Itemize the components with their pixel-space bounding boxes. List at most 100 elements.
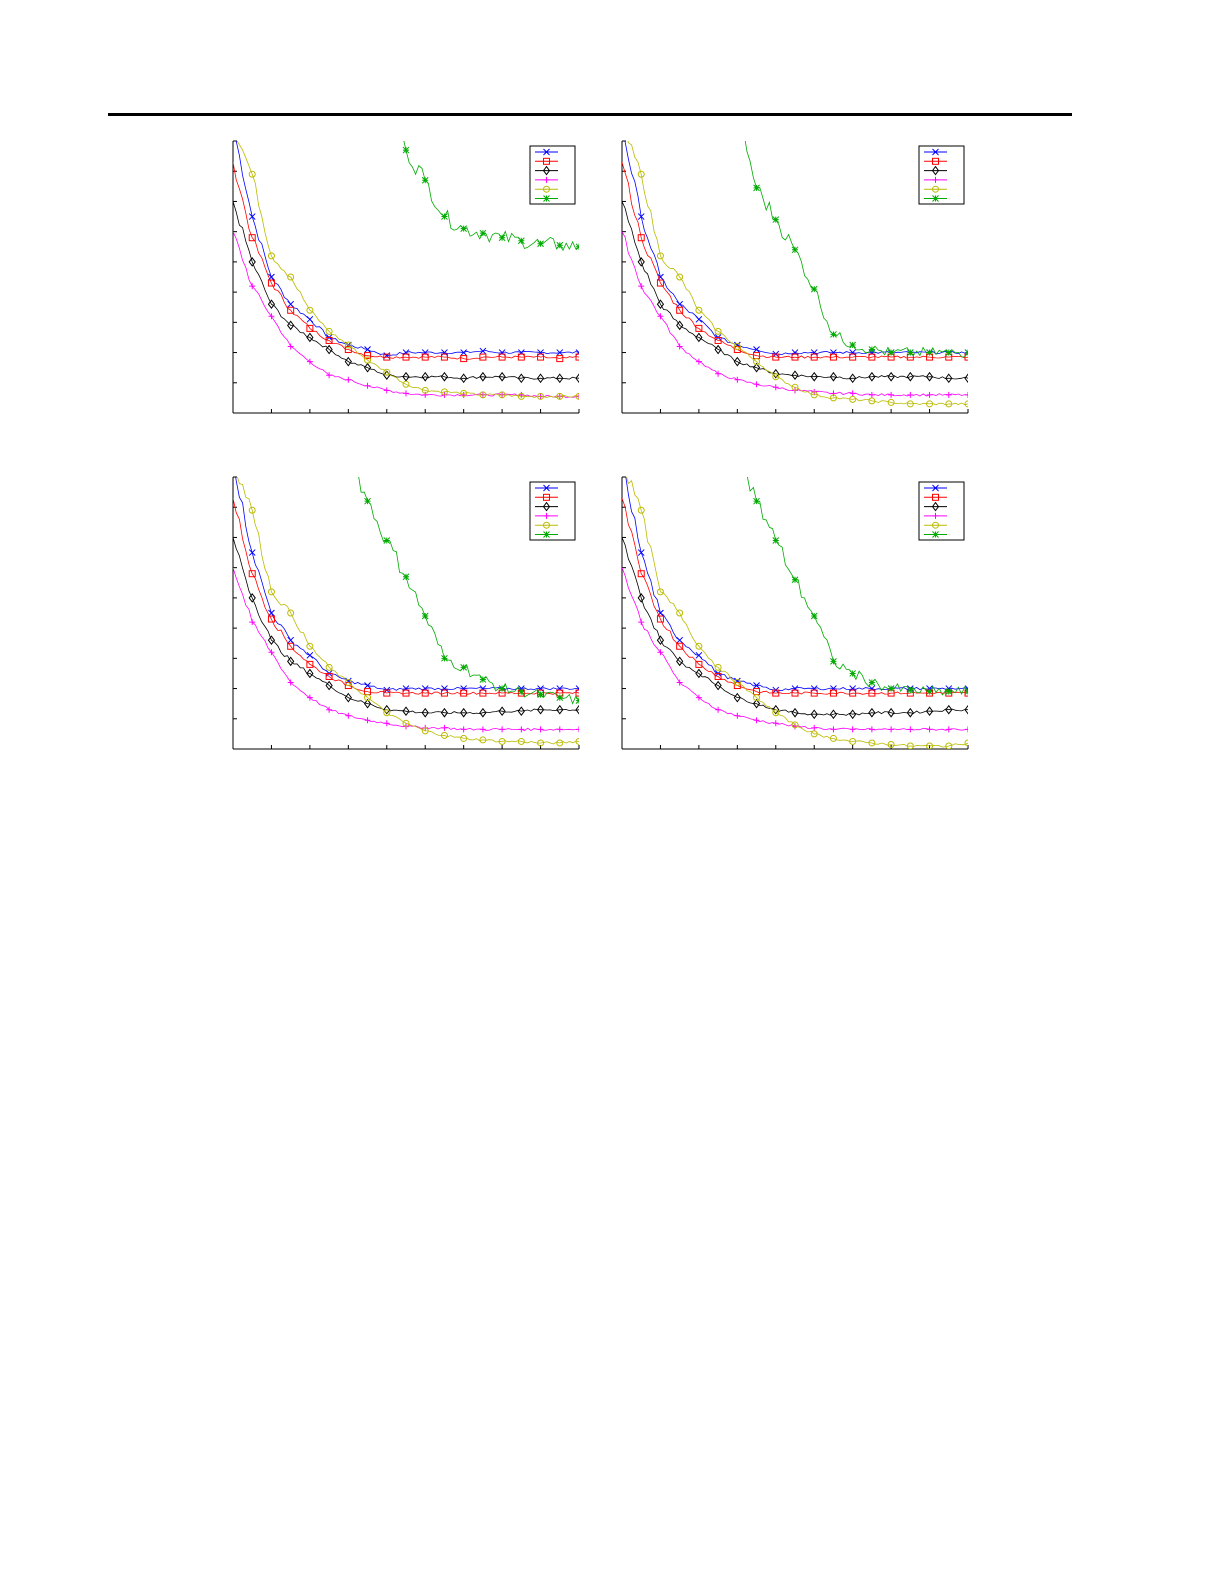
legend-marker (932, 493, 939, 501)
data-point (479, 391, 487, 399)
data-point (537, 726, 544, 733)
data-point (576, 393, 579, 400)
series-line (233, 498, 579, 695)
data-point (556, 373, 564, 384)
data-point (421, 689, 429, 697)
data-point (402, 353, 410, 361)
data-point (498, 371, 506, 382)
data-point (714, 672, 722, 680)
series-line (627, 141, 968, 406)
series-6 (402, 141, 579, 252)
data-point (479, 726, 486, 733)
data-point (364, 382, 371, 389)
data-point (791, 721, 799, 729)
data-point (926, 742, 934, 749)
legend-box (918, 481, 965, 541)
legend-item (535, 493, 558, 501)
data-point (926, 688, 933, 695)
data-point (926, 400, 934, 408)
legend-item (924, 531, 947, 538)
data-point (363, 698, 372, 709)
data-point (906, 707, 914, 718)
data-point (421, 707, 429, 718)
data-point (575, 704, 579, 715)
legend-box (529, 145, 576, 205)
data-point (656, 252, 664, 260)
data-point (714, 663, 722, 671)
data-point (656, 615, 664, 623)
data-point (287, 300, 295, 308)
data-point (676, 343, 683, 350)
data-point (518, 726, 525, 733)
data-point (811, 724, 818, 731)
data-point (306, 315, 314, 323)
legend (529, 481, 576, 541)
data-point (460, 389, 468, 397)
data-point (325, 327, 333, 335)
data-point (714, 336, 722, 344)
series-6 (744, 141, 968, 358)
data-point (906, 349, 914, 356)
data-point (868, 739, 876, 747)
data-point (517, 392, 525, 400)
series-line (233, 201, 579, 380)
data-point (945, 688, 953, 695)
data-point (772, 353, 780, 361)
data-point (383, 709, 391, 717)
data-point (517, 688, 525, 695)
data-point (267, 279, 275, 287)
data-point (887, 707, 895, 718)
data-point (965, 391, 968, 398)
data-point (752, 362, 761, 373)
data-point (715, 370, 722, 377)
data-point (267, 615, 275, 623)
data-point (772, 537, 780, 544)
data-point (498, 706, 506, 717)
data-point (810, 689, 818, 697)
series-line (233, 567, 579, 731)
data-point (479, 353, 487, 361)
data-point (537, 353, 545, 361)
data-point (517, 349, 525, 356)
legend-marker (932, 521, 939, 529)
data-point (421, 685, 429, 692)
data-point (695, 694, 702, 701)
series-6 (358, 477, 579, 705)
data-point (810, 285, 818, 293)
data-point (772, 720, 779, 727)
data-point (556, 694, 564, 701)
data-point (363, 362, 372, 373)
data-point (287, 320, 295, 331)
data-point (344, 692, 352, 703)
data-point (575, 353, 579, 361)
data-point (637, 549, 645, 556)
data-point (695, 324, 703, 332)
series-line (622, 498, 968, 695)
data-point (479, 736, 487, 744)
data-point (638, 283, 645, 290)
data-point (460, 391, 467, 398)
data-point (326, 706, 333, 713)
data-point (498, 685, 506, 692)
data-point (695, 660, 703, 668)
plot-area (622, 141, 968, 408)
data-point (887, 740, 895, 748)
data-point (383, 704, 391, 715)
data-point (868, 391, 875, 398)
series-5 (627, 141, 968, 408)
data-point (267, 299, 276, 310)
data-point (906, 686, 914, 694)
data-point (440, 371, 449, 382)
series-4 (233, 567, 579, 733)
legend-item (924, 493, 947, 501)
data-point (287, 636, 295, 644)
data-point (849, 395, 857, 403)
data-point (364, 717, 371, 724)
data-point (964, 373, 968, 384)
data-point (248, 506, 256, 514)
data-point (402, 349, 410, 356)
data-point (753, 184, 760, 192)
data-point (964, 704, 968, 715)
data-point (536, 373, 545, 384)
data-point (849, 353, 857, 361)
